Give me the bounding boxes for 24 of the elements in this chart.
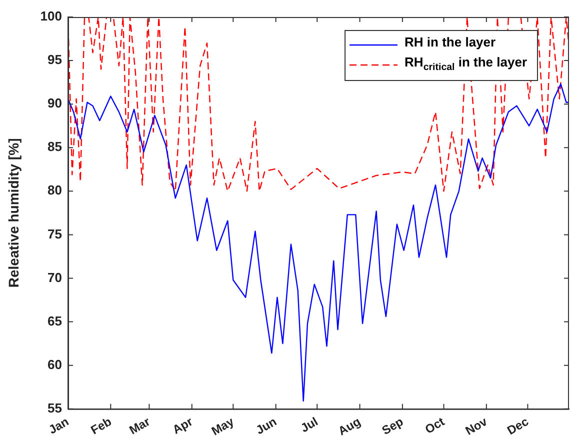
y-tick-label: 55	[48, 400, 62, 416]
y-tick-label: 70	[48, 270, 62, 285]
x-tick-label: Jun	[254, 414, 279, 438]
x-tick-label: Nov	[462, 414, 490, 438]
x-tick-label: Apr	[170, 414, 196, 437]
y-tick-label: 75	[48, 226, 62, 242]
x-tick-label: Jan	[46, 414, 72, 437]
legend-label: RH in the layer	[404, 34, 496, 50]
x-tick-label: Oct	[422, 414, 447, 437]
x-tick-label: Sep	[380, 414, 406, 438]
y-tick-label: 100	[40, 8, 62, 24]
y-tick-label: 90	[48, 96, 62, 111]
y-tick-label: 95	[48, 52, 62, 68]
y-tick-label: 80	[48, 182, 62, 198]
y-axis-title: Releative humidity [%]	[5, 138, 22, 288]
y-tick-label: 85	[48, 139, 62, 154]
y-tick-label: 60	[48, 356, 62, 372]
x-tick-label: May	[209, 414, 237, 438]
x-tick-label: Mar	[126, 414, 153, 438]
x-tick-label: Dec	[504, 414, 532, 438]
x-tick-label: Feb	[88, 414, 114, 438]
y-tick-label: 65	[48, 313, 62, 328]
x-tick-label: Aug	[336, 414, 363, 438]
x-tick-label: Jul	[298, 414, 320, 436]
